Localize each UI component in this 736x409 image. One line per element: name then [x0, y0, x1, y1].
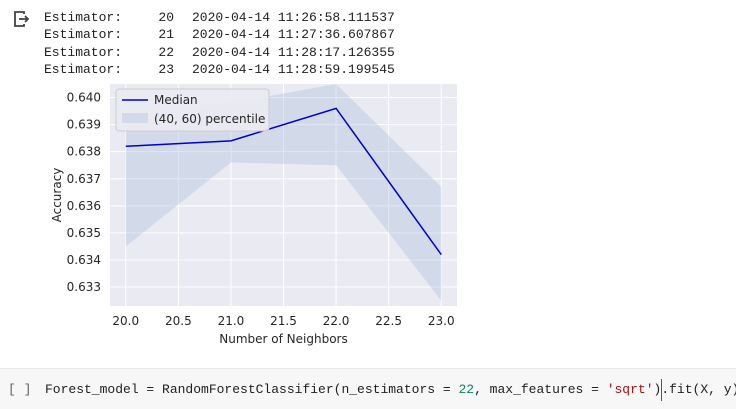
y-tick-label: 0.635 — [67, 226, 101, 240]
cell-separator — [0, 368, 736, 369]
percentile-band — [125, 84, 442, 301]
legend-box — [115, 88, 270, 132]
code-editor[interactable]: Forest_model = RandomForestClassifier(n_… — [45, 382, 736, 397]
x-tick-label: 22.0 — [323, 314, 350, 328]
code-cell[interactable] — [0, 369, 736, 409]
y-tick-label: 0.640 — [67, 91, 101, 105]
code-token: 22 — [458, 382, 475, 397]
x-tick-label: 20.0 — [112, 314, 139, 328]
output-redirect-icon[interactable] — [12, 10, 30, 28]
y-tick-label: 0.634 — [67, 253, 101, 267]
log-line: Estimator: 23 2020-04-14 11:28:59.199545 — [44, 61, 395, 77]
run-cell-button[interactable]: [ ] — [8, 382, 32, 397]
y-tick-label: 0.639 — [67, 118, 101, 132]
text-cursor — [661, 379, 662, 401]
y-tick-label: 0.636 — [67, 199, 101, 213]
x-tick-label: 21.0 — [218, 314, 245, 328]
log-line: Estimator: 20 2020-04-14 11:26:58.111537 — [44, 10, 395, 25]
x-tick-label: 21.5 — [270, 314, 297, 328]
x-tick-label: 20.5 — [165, 314, 192, 328]
code-token: , max_features = — [474, 382, 607, 397]
legend-entry-median: Median — [154, 93, 198, 107]
x-axis-label: Number of Neighbors — [219, 332, 347, 346]
x-tick-label: 23.0 — [428, 314, 455, 328]
log-line: Estimator: 22 2020-04-14 11:28:17.126355 — [44, 44, 395, 60]
code-token: 'sqrt' — [606, 382, 654, 397]
y-tick-label: 0.633 — [67, 280, 101, 294]
x-tick-label: 22.5 — [375, 314, 402, 328]
log-line: Estimator: 21 2020-04-14 11:27:36.607867 — [44, 27, 395, 43]
accuracy-chart: 20.0 20.5 21.0 21.5 22.0 22.5 23.0 0.633 0.634 0.… — [50, 84, 457, 346]
legend-entry-percentile: (40, 60) percentile — [154, 112, 265, 126]
y-tick-label: 0.637 — [67, 172, 101, 186]
code-token: Forest_model = RandomForestClassifier(n_… — [45, 382, 459, 397]
chart-legend: Median (40, 60) percentile — [115, 88, 270, 132]
y-tick-label: 0.638 — [67, 145, 101, 159]
median-line — [125, 107, 442, 255]
y-axis-label: Accuracy — [50, 168, 64, 223]
cell-output-log: Estimator: 20 2020-04-14 11:26:58.111537 Es… — [44, 9, 395, 78]
legend-band-swatch — [122, 113, 148, 123]
code-token: ).fit(X, y) — [653, 382, 736, 397]
